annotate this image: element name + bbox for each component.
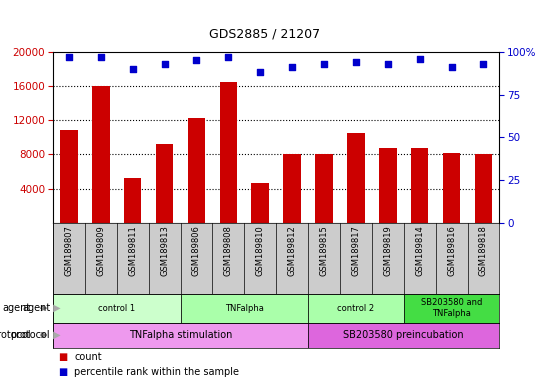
Text: GSM189806: GSM189806	[192, 225, 201, 276]
Bar	[308, 323, 499, 348]
Text: GSM189819: GSM189819	[383, 225, 392, 276]
Text: ■: ■	[59, 367, 68, 377]
Text: control 2: control 2	[338, 304, 374, 313]
Text: GDS2885 / 21207: GDS2885 / 21207	[209, 27, 321, 40]
Bar	[283, 154, 301, 223]
Text: SB203580 preincubation: SB203580 preincubation	[343, 330, 464, 340]
Bar	[475, 154, 492, 223]
Bar	[411, 148, 429, 223]
Bar	[156, 144, 174, 223]
Bar	[187, 119, 205, 223]
Point	[415, 56, 424, 62]
Bar	[252, 182, 269, 223]
Text: GSM189818: GSM189818	[479, 225, 488, 276]
Bar	[92, 86, 109, 223]
Text: percentile rank within the sample: percentile rank within the sample	[74, 367, 239, 377]
Point	[160, 61, 169, 67]
Text: GSM189813: GSM189813	[160, 225, 169, 276]
Point	[383, 61, 392, 67]
Point	[65, 54, 74, 60]
Text: GSM189812: GSM189812	[288, 225, 297, 276]
Text: ▶: ▶	[50, 330, 61, 340]
Text: GSM189810: GSM189810	[256, 225, 264, 276]
Point	[192, 57, 201, 63]
Point	[479, 61, 488, 67]
Text: SB203580 and
TNFalpha: SB203580 and TNFalpha	[421, 298, 482, 318]
Bar	[181, 294, 308, 323]
Point	[128, 66, 137, 72]
Text: TNFalpha: TNFalpha	[225, 304, 264, 313]
Text: control 1: control 1	[98, 304, 136, 313]
Point	[256, 69, 264, 75]
Bar	[443, 153, 460, 223]
Text: GSM189811: GSM189811	[128, 225, 137, 276]
Bar	[53, 294, 181, 323]
Text: GSM189817: GSM189817	[352, 225, 360, 276]
Bar	[379, 148, 397, 223]
Text: GSM189808: GSM189808	[224, 225, 233, 276]
Text: TNFalpha stimulation: TNFalpha stimulation	[129, 330, 232, 340]
Text: agent: agent	[22, 303, 50, 313]
Bar	[53, 323, 308, 348]
Bar	[308, 294, 404, 323]
Bar	[60, 131, 78, 223]
Point	[320, 61, 329, 67]
Text: protocol: protocol	[0, 330, 31, 340]
Text: GSM189814: GSM189814	[415, 225, 424, 276]
Text: count: count	[74, 352, 102, 362]
Text: GSM189815: GSM189815	[320, 225, 329, 276]
Text: agent: agent	[2, 303, 31, 313]
Text: ■: ■	[59, 352, 68, 362]
Bar	[404, 294, 499, 323]
Bar	[347, 133, 365, 223]
Point	[97, 54, 105, 60]
Point	[352, 59, 360, 65]
Bar	[220, 82, 237, 223]
Text: protocol: protocol	[11, 330, 50, 340]
Text: ▶: ▶	[50, 303, 61, 313]
Text: GSM189807: GSM189807	[65, 225, 74, 276]
Point	[447, 64, 456, 70]
Text: GSM189816: GSM189816	[447, 225, 456, 276]
Point	[288, 64, 297, 70]
Point	[224, 54, 233, 60]
Bar	[124, 178, 142, 223]
Text: GSM189809: GSM189809	[97, 225, 105, 276]
Bar	[315, 154, 333, 223]
